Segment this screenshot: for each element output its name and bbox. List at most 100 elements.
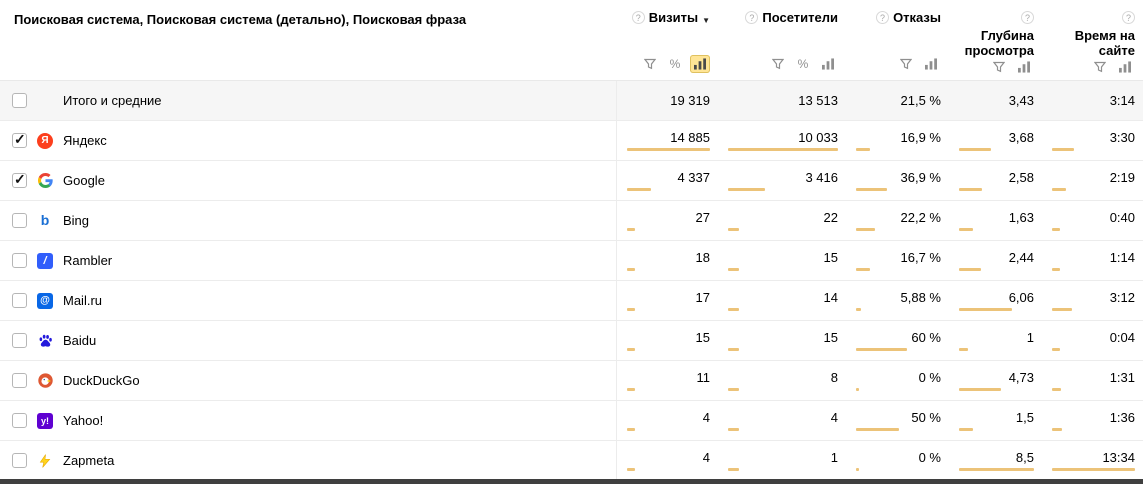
percent-icon[interactable]: % <box>797 57 809 71</box>
filter-icon[interactable] <box>896 55 916 73</box>
row-checkbox[interactable] <box>12 213 27 228</box>
value-bar <box>728 388 838 391</box>
metric-label[interactable]: Отказы <box>893 10 941 25</box>
value-bar <box>856 228 941 231</box>
metric-label[interactable]: Время на сайте <box>1074 28 1135 58</box>
filter-icon[interactable] <box>640 55 660 73</box>
filter-icon[interactable] <box>768 55 788 73</box>
value-bar <box>1052 388 1135 391</box>
metric-label[interactable]: Визиты <box>648 10 699 25</box>
bar-chart-icon[interactable] <box>818 55 838 73</box>
row-label[interactable]: Yahoo! <box>63 413 104 428</box>
value-bar <box>959 428 1034 431</box>
cell-value: 3,68 <box>1008 130 1034 145</box>
cell-visitors: 3 416 <box>718 161 846 200</box>
cell-visits: 11 <box>617 361 718 400</box>
value-bar <box>1052 308 1135 311</box>
row-checkbox[interactable] <box>12 93 27 108</box>
metric-header-depth[interactable]: ? Глубина просмотра <box>953 10 1034 58</box>
row-label[interactable]: Mail.ru <box>63 293 103 308</box>
row-dimension-cell: Я Яндекс <box>0 121 617 160</box>
help-icon[interactable]: ? <box>1122 11 1135 24</box>
cell-bounces: 36,9 % <box>846 161 949 200</box>
cell-time: 0:04 <box>1042 321 1143 360</box>
cell-value: 1:36 <box>1109 410 1135 425</box>
yahoo-icon: y! <box>37 412 53 429</box>
sort-caret-icon: ▼ <box>702 16 710 25</box>
row-label[interactable]: Итого и средние <box>63 93 162 108</box>
row-checkbox[interactable] <box>12 253 27 268</box>
cell-value: 0 % <box>918 450 941 465</box>
value-bar <box>856 348 941 351</box>
cell-value: 22 <box>823 210 838 225</box>
bar-chart-icon[interactable] <box>1115 58 1135 76</box>
metric-label[interactable]: Глубина просмотра <box>964 28 1034 58</box>
help-icon[interactable]: ? <box>745 11 759 24</box>
row-label[interactable]: Яндекс <box>63 133 107 148</box>
value-bar <box>856 428 941 431</box>
cell-value: 1 <box>1026 330 1034 345</box>
cell-visitors: 15 <box>718 241 846 280</box>
metric-header-visits[interactable]: ? Визиты ▼ <box>621 10 710 28</box>
row-label[interactable]: Bing <box>63 213 90 228</box>
row-checkbox[interactable] <box>12 453 27 468</box>
row-checkbox[interactable] <box>12 293 27 308</box>
cell-value: 15 <box>695 330 710 345</box>
value-bar <box>856 148 941 151</box>
filter-icon[interactable] <box>989 58 1009 76</box>
percent-icon[interactable]: % <box>669 57 681 71</box>
value-bar <box>959 348 1034 351</box>
cell-value: 2:19 <box>1109 170 1135 185</box>
cell-depth: 6,06 <box>949 281 1042 320</box>
metric-label[interactable]: Посетители <box>762 10 838 25</box>
cell-visits: 4 <box>617 401 718 440</box>
value-bar <box>856 388 941 391</box>
cell-bounces: 0 % <box>846 361 949 400</box>
cell-value: 60 % <box>911 330 941 345</box>
metric-header-bounces[interactable]: ? Отказы <box>850 10 941 25</box>
cell-visitors: 10 033 <box>718 121 846 160</box>
value-bar <box>1052 428 1135 431</box>
help-icon[interactable]: ? <box>631 11 645 24</box>
value-bar <box>959 268 1034 271</box>
value-bar <box>856 188 941 191</box>
cell-value: 22,2 % <box>900 210 941 225</box>
metric-header-visitors[interactable]: ? Посетители <box>722 10 838 25</box>
row-dimension-cell: @ Mail.ru <box>0 281 617 320</box>
metric-header-time[interactable]: ? Время на сайте <box>1046 10 1135 58</box>
cell-value: 3,43 <box>1008 93 1034 108</box>
cell-value: 16,7 % <box>900 250 941 265</box>
cell-visitors: 22 <box>718 201 846 240</box>
row-checkbox[interactable] <box>12 373 27 388</box>
cell-depth: 4,73 <box>949 361 1042 400</box>
cell-value: 14 <box>823 290 838 305</box>
bar-chart-icon[interactable] <box>921 55 941 73</box>
row-dimension-cell: Baidu <box>0 321 617 360</box>
row-label[interactable]: DuckDuckGo <box>63 373 140 388</box>
cell-value: 10 033 <box>798 130 838 145</box>
row-label[interactable]: Rambler <box>63 253 113 268</box>
row-checkbox[interactable] <box>12 171 27 188</box>
bar-chart-icon[interactable] <box>1014 58 1034 76</box>
value-bar <box>728 348 838 351</box>
cell-value: 6,06 <box>1008 290 1034 305</box>
row-checkbox[interactable] <box>12 131 27 148</box>
cell-value: 1 <box>830 450 838 465</box>
metric-col-bounces: ? Отказы <box>846 0 949 80</box>
filter-icon[interactable] <box>1090 58 1110 76</box>
row-checkbox[interactable] <box>12 333 27 348</box>
row-label[interactable]: Zapmeta <box>63 453 115 468</box>
row-checkbox[interactable] <box>12 413 27 428</box>
value-bar <box>627 428 710 431</box>
help-icon[interactable]: ? <box>1021 11 1034 24</box>
metric-col-visits: ? Визиты ▼ % <box>617 0 718 80</box>
row-label[interactable]: Google <box>63 173 105 188</box>
help-icon[interactable]: ? <box>876 11 890 24</box>
table-row: Zapmeta 4 1 0 % 8,5 13:34 <box>0 441 1143 481</box>
bar-chart-icon[interactable] <box>690 55 710 73</box>
cell-value: 14 885 <box>670 130 710 145</box>
cell-value: 5,88 % <box>900 290 941 305</box>
table-row: / Rambler 18 15 16,7 % 2,44 1:14 <box>0 241 1143 281</box>
row-label[interactable]: Baidu <box>63 333 97 348</box>
cell-depth: 1,63 <box>949 201 1042 240</box>
